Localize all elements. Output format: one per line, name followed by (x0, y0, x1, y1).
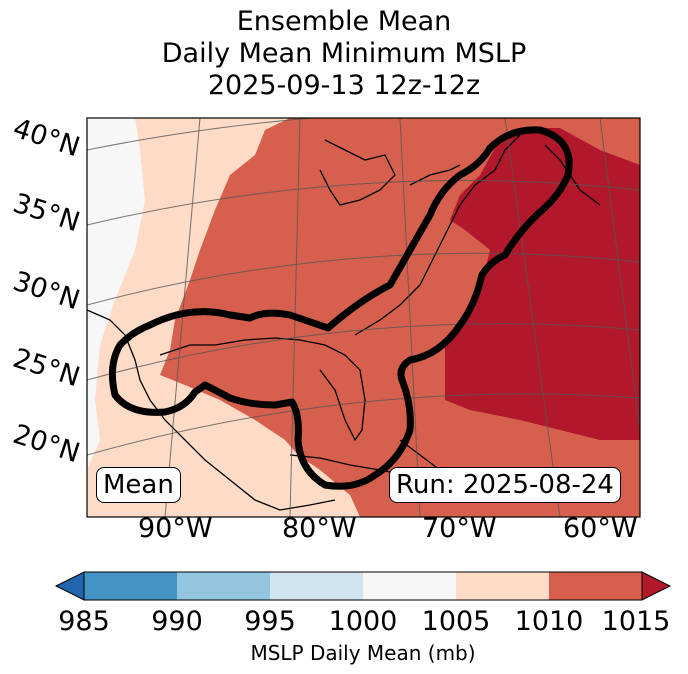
field-above-1015 (445, 128, 640, 440)
colorbar-segment-1005-1010 (456, 572, 549, 600)
colorbar-tick-990: 990 (151, 606, 203, 637)
colorbar-segment-995-1000 (270, 572, 363, 600)
colorbar-frame (83, 571, 643, 601)
mean-label-box: Mean (96, 467, 181, 503)
title-line-1: Ensemble Mean (236, 6, 452, 37)
colorbar-tick-1015: 1015 (601, 606, 671, 637)
map-frame (86, 117, 641, 518)
coastlines (87, 134, 601, 511)
colorbar-label: MSLP Daily Mean (mb) (250, 641, 476, 665)
colorbar-tick-985: 985 (58, 606, 110, 637)
colorbar-tick-1000: 1000 (328, 606, 398, 637)
run-date-box: Run: 2025-08-24 (389, 467, 621, 503)
title-line-3: 2025-09-13 12z-12z (207, 70, 481, 101)
colorbar-segment-990-995 (177, 572, 270, 600)
lon-label-90w: 90°W (138, 513, 213, 544)
colorbar (54, 571, 672, 601)
lon-label-80w: 80°W (282, 513, 357, 544)
lon-label-60w: 60°W (563, 513, 638, 544)
colorbar-segment-1000-1005 (363, 572, 456, 600)
colorbar-tick-1005: 1005 (421, 606, 491, 637)
colorbar-segment-1010-1015 (549, 572, 642, 600)
colorbar-tick-1010: 1010 (514, 606, 584, 637)
colorbar-tick-995: 995 (244, 606, 296, 637)
colorbar-extend-high (641, 571, 672, 601)
colorbar-extend-low (54, 571, 85, 601)
contour-outline (108, 126, 573, 490)
map-area (87, 118, 640, 517)
title-line-2: Daily Mean Minimum MSLP (161, 38, 527, 69)
lon-label-70w: 70°W (422, 513, 497, 544)
colorbar-segment-985-990 (84, 572, 177, 600)
